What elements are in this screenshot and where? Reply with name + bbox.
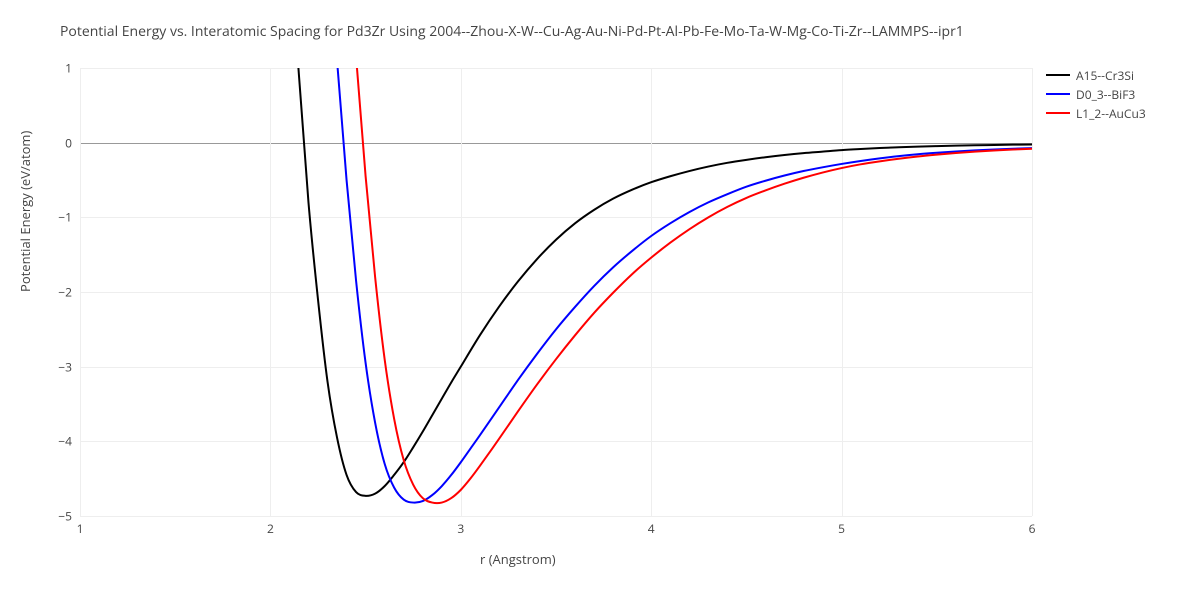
legend-item[interactable]: D0_3--BiF3 [1046, 86, 1146, 102]
y-tick-label: 0 [22, 134, 72, 151]
x-tick-label: 2 [267, 520, 274, 537]
curve-clip [80, 68, 1032, 516]
legend-swatch [1046, 74, 1070, 76]
y-tick-label: −3 [22, 358, 72, 375]
series-A15--Cr3Si[interactable] [270, 68, 1032, 496]
legend-label: D0_3--BiF3 [1076, 86, 1135, 103]
series-L1_2--AuCu3[interactable] [328, 68, 1032, 503]
legend-item[interactable]: L1_2--AuCu3 [1046, 105, 1146, 121]
x-tick-label: 4 [648, 520, 655, 537]
grid-line-h [80, 516, 1032, 517]
legend-swatch [1046, 93, 1070, 95]
legend-label: L1_2--AuCu3 [1076, 105, 1146, 122]
series-D0_3--BiF3[interactable] [308, 68, 1032, 503]
x-tick-label: 1 [77, 520, 84, 537]
plot-area[interactable] [80, 68, 1032, 516]
chart-title: Potential Energy vs. Interatomic Spacing… [60, 22, 964, 41]
y-tick-label: −2 [22, 284, 72, 301]
y-tick-label: 1 [22, 60, 72, 77]
chart-container: Potential Energy vs. Interatomic Spacing… [0, 0, 1200, 600]
legend-label: A15--Cr3Si [1076, 67, 1134, 84]
x-tick-label: 5 [838, 520, 845, 537]
grid-line-v [1032, 68, 1033, 516]
curves-svg [80, 68, 1032, 516]
x-tick-label: 3 [457, 520, 464, 537]
y-tick-label: −5 [22, 508, 72, 525]
y-tick-label: −1 [22, 209, 72, 226]
legend-swatch [1046, 112, 1070, 114]
x-axis-label: r (Angstrom) [480, 550, 556, 568]
y-tick-label: −4 [22, 433, 72, 450]
legend-item[interactable]: A15--Cr3Si [1046, 67, 1146, 83]
legend[interactable]: A15--Cr3Si D0_3--BiF3 L1_2--AuCu3 [1046, 67, 1146, 124]
x-tick-label: 6 [1029, 520, 1036, 537]
